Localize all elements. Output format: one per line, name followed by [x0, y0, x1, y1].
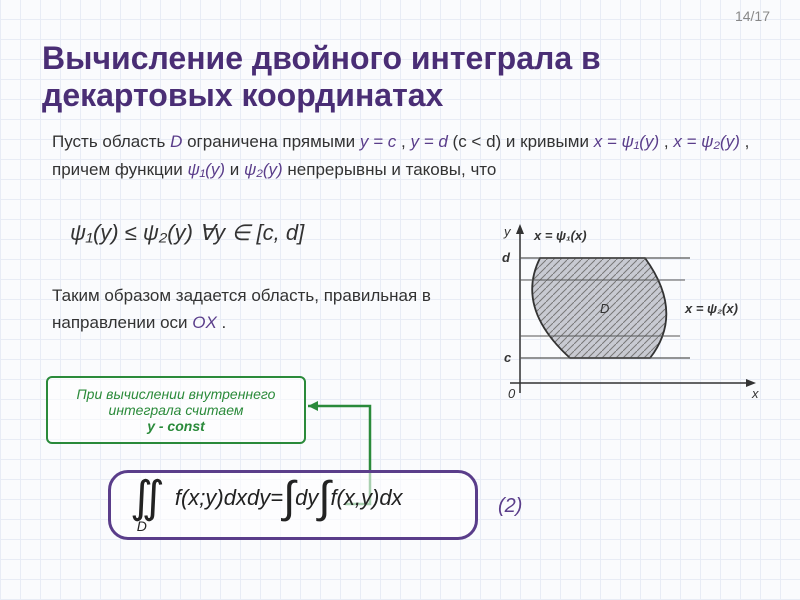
line-yc: y = c: [360, 132, 396, 151]
comma2: ,: [664, 132, 673, 151]
curve-psi2: x = ψ₂(y): [673, 132, 740, 151]
double-integral-icon: ∬: [130, 480, 165, 515]
p2-dot: .: [222, 313, 227, 332]
curve-psi1: x = ψ₁(y): [594, 132, 659, 151]
hint-callout: При вычислении внутреннего интеграла счи…: [46, 376, 306, 444]
p1-text5: и: [230, 160, 244, 179]
axis-OX: OX: [192, 313, 217, 332]
region-diagram: y x 0 d c D x = ψ₁(x) x = ψ₂(x): [490, 218, 770, 408]
integral-dy-icon: ∫: [283, 480, 295, 515]
formula-rhs: f(x,y)dx: [330, 485, 402, 511]
c-label: c: [504, 350, 512, 365]
main-formula: ∬ D f(x;y)dxdy = ∫ dy ∫ f(x,y)dx: [130, 480, 403, 515]
region-D: D: [170, 132, 182, 151]
fn-psi1: ψ₁(y): [187, 160, 225, 179]
page-number: 14/17: [735, 8, 770, 24]
integral-region-D: D: [137, 518, 147, 534]
p2-text: Таким образом задается область, правильн…: [52, 286, 431, 332]
origin-label: 0: [508, 386, 516, 401]
fn-psi2: ψ₂(y): [244, 160, 283, 179]
paragraph-2: Таким образом задается область, правильн…: [52, 282, 472, 336]
region-D-label: D: [600, 301, 609, 316]
p1-text6: непрерывны и таковы, что: [287, 160, 496, 179]
integral-dx-icon: ∫: [318, 480, 330, 515]
d-label: d: [502, 250, 511, 265]
slide-title: Вычисление двойного интеграла в декартов…: [42, 40, 762, 114]
psi2-curve-label: x = ψ₂(x): [684, 301, 738, 316]
psi1-curve-label: x = ψ₁(x): [533, 228, 587, 243]
y-axis-label: y: [503, 224, 512, 239]
hint-line1: При вычислении внутреннего интеграла счи…: [77, 386, 276, 418]
p1-text: Пусть область: [52, 132, 170, 151]
formula-lhs: f(x;y)dxdy: [175, 485, 270, 511]
paragraph-1: Пусть область D ограничена прямыми y = c…: [52, 128, 752, 184]
line-yd: y = d: [410, 132, 447, 151]
inequality-formula: ψ₁(y) ≤ ψ₂(y) ∀y ∈ [c, d]: [70, 220, 304, 246]
p1-text2: ограничена прямыми: [187, 132, 360, 151]
hint-line2: y - const: [147, 418, 205, 434]
formula-eq: =: [270, 485, 283, 511]
x-axis-label: x: [751, 386, 759, 401]
formula-dy: dy: [295, 485, 318, 511]
equation-number: (2): [498, 495, 522, 518]
p1-text3: (c < d) и кривыми: [453, 132, 594, 151]
